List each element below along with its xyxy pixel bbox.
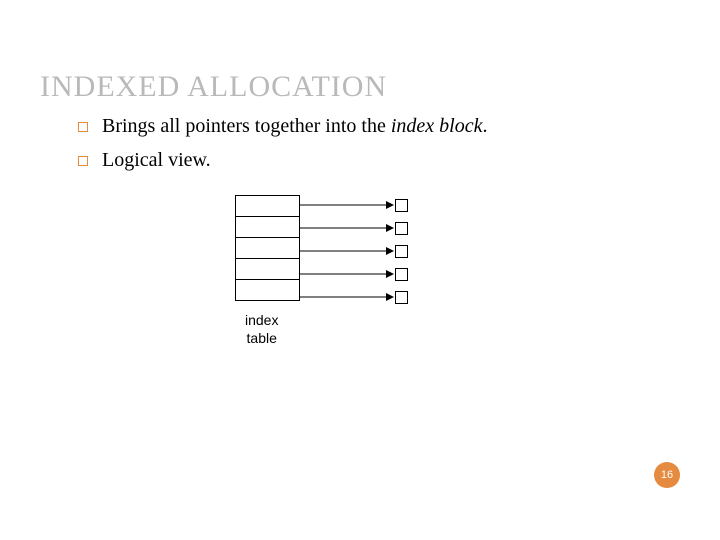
bullet-marker-icon [78,156,88,166]
bullet-text-prefix: Brings all pointers together into the [102,115,391,137]
caption-line1: index [245,312,278,328]
slide-title: INDEXED ALLOCATION [40,70,387,104]
bullet-item: Brings all pointers together into the in… [78,112,487,140]
page-number: 16 [661,469,673,481]
caption-line2: table [247,330,277,346]
bullet-text-italic: index block [391,115,483,137]
bullet-text: Logical view. [102,146,211,174]
bullet-text: Brings all pointers together into the in… [102,112,487,140]
bullet-marker-icon [78,122,88,132]
diagram-caption: index table [245,312,278,347]
bullet-list: Brings all pointers together into the in… [78,112,487,180]
slide: INDEXED ALLOCATION Brings all pointers t… [0,0,720,540]
bullet-text-prefix: Logical view. [102,149,211,171]
bullet-text-suffix: . [482,115,487,137]
bullet-item: Logical view. [78,146,487,174]
page-number-badge: 16 [654,462,680,488]
